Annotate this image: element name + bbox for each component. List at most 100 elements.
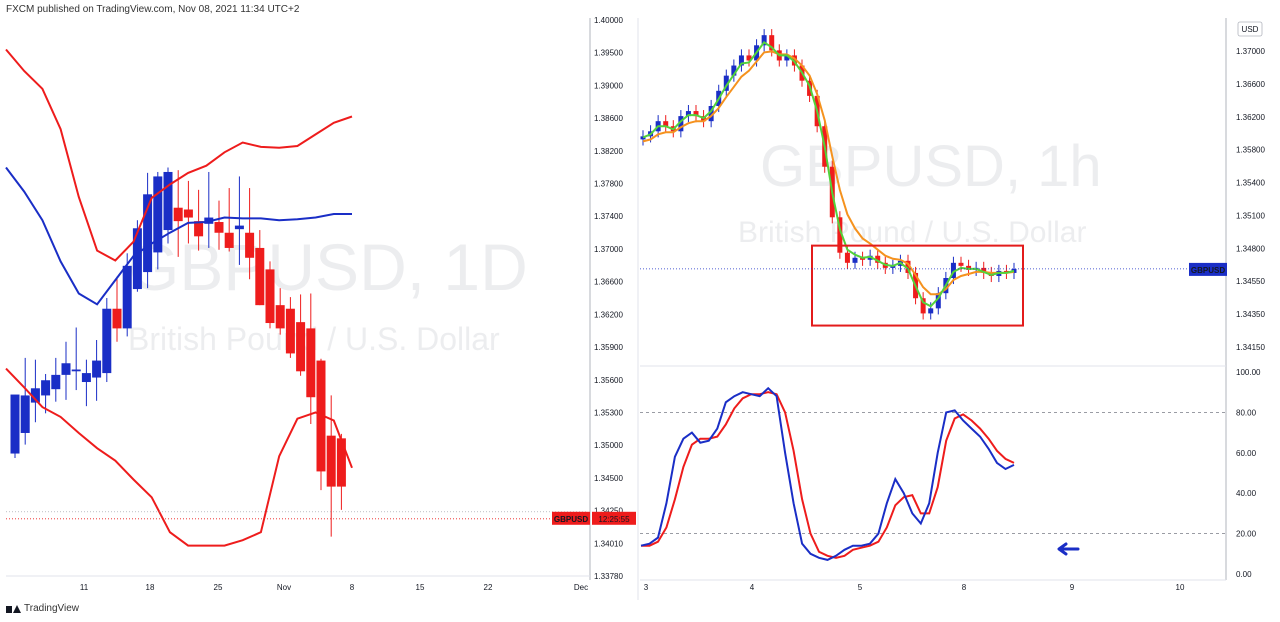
candle-body	[30, 388, 40, 403]
candle-body	[685, 111, 691, 117]
x-tick-label: 11	[80, 583, 89, 592]
y-tick-label: 1.34250	[594, 507, 623, 516]
candle-body	[163, 171, 173, 231]
candle-body	[255, 247, 265, 306]
y-tick-label: 1.34350	[1236, 310, 1265, 319]
candle-body	[265, 269, 275, 324]
candle-body	[746, 55, 752, 61]
x-tick-label: 5	[858, 583, 863, 592]
candle-body	[784, 55, 790, 61]
price-label-symbol: GBPUSD	[1191, 266, 1225, 275]
x-tick-label: 22	[484, 583, 493, 592]
candle-body	[950, 262, 956, 278]
y-tick-label: 1.35100	[1236, 211, 1265, 220]
y-tick-label: 1.35600	[594, 376, 623, 385]
candle-body	[81, 373, 91, 383]
y-tick-label: 1.35300	[594, 408, 623, 417]
y-tick-label: 1.33780	[594, 572, 623, 581]
footer-brand: TradingView	[24, 603, 80, 614]
y-tick-label: 1.34550	[1236, 277, 1265, 286]
candle-body	[275, 305, 285, 329]
candle-body	[723, 75, 729, 91]
candle-body	[102, 308, 112, 374]
candle-body	[731, 65, 737, 76]
consolidation-box	[811, 244, 1024, 327]
y-tick-label: 1.37400	[594, 212, 623, 221]
candle-body	[837, 217, 843, 253]
y-tick-label: 1.34150	[1236, 343, 1265, 352]
candle-body	[708, 106, 714, 122]
candle-body	[10, 394, 20, 454]
currency-badge	[1237, 21, 1263, 37]
price-label-countdown-bg	[592, 511, 636, 525]
candle-body	[693, 111, 699, 117]
candle-body	[245, 232, 255, 258]
price-label-symbol: GBPUSD	[554, 515, 588, 524]
stoch-y-tick-label: 80.00	[1236, 408, 1257, 417]
x-tick-label: 10	[1176, 583, 1185, 592]
watermark-symbol-timeframe: GBPUSD, 1D	[128, 230, 528, 304]
y-tick-label: 1.35400	[1236, 179, 1265, 188]
y-tick-label: 1.40000	[594, 16, 623, 25]
x-tick-label: 15	[416, 583, 425, 592]
candle-body	[928, 308, 934, 314]
candle-body	[71, 369, 81, 372]
stoch-y-tick-label: 40.00	[1236, 489, 1257, 498]
candle-body	[306, 328, 316, 398]
x-tick-label: 9	[1070, 583, 1075, 592]
candle-body	[132, 228, 142, 290]
candle-body	[224, 232, 234, 248]
candle-body	[326, 435, 336, 487]
candle-body	[769, 35, 775, 51]
ema-slow-line	[642, 50, 1015, 296]
candle-body	[285, 308, 295, 354]
x-tick-label: 25	[214, 583, 223, 592]
candle-body	[296, 322, 306, 372]
price-label-countdown: 12:25:55	[598, 515, 630, 524]
y-tick-label: 1.37000	[594, 245, 623, 254]
stoch-y-tick-label: 100.00	[1236, 368, 1261, 377]
candle-body	[663, 121, 669, 127]
y-tick-label: 1.35800	[1236, 146, 1265, 155]
bollinger-lower-line	[5, 367, 353, 547]
candle-body	[214, 222, 224, 233]
candle-body	[112, 308, 122, 329]
x-tick-label: 8	[350, 583, 355, 592]
y-tick-label: 1.37000	[1236, 47, 1265, 56]
y-tick-label: 1.36600	[1236, 80, 1265, 89]
y-tick-label: 1.34500	[594, 474, 623, 483]
candle-body	[234, 225, 244, 230]
y-tick-label: 1.34800	[1236, 244, 1265, 253]
x-tick-label: 18	[146, 583, 155, 592]
stoch-y-tick-label: 60.00	[1236, 449, 1257, 458]
price-label-bg	[1189, 262, 1227, 276]
candle-body	[875, 255, 881, 263]
y-tick-label: 1.36600	[594, 278, 623, 287]
candle-body	[51, 374, 61, 390]
candle-body	[122, 265, 132, 329]
candle-body	[20, 395, 30, 433]
x-tick-label: Dec	[574, 583, 588, 592]
ema-fast-line	[642, 40, 1015, 308]
y-tick-label: 1.39500	[594, 49, 623, 58]
candle-body	[640, 136, 646, 140]
candle-body	[173, 207, 183, 222]
arrow-annotation-icon	[1057, 542, 1080, 556]
watermark-description: British Pound / U.S. Dollar	[738, 216, 1086, 249]
candle-body	[981, 267, 987, 273]
candle-body	[844, 252, 850, 263]
stoch-d-line	[641, 391, 1015, 559]
candle-body	[678, 116, 684, 132]
bollinger-basis-line	[5, 166, 352, 306]
candle-body	[143, 194, 153, 273]
candle-body	[852, 257, 858, 263]
candle-body	[41, 380, 51, 396]
currency-label: USD	[1242, 25, 1259, 34]
candle-body	[194, 221, 204, 237]
y-tick-label: 1.39000	[594, 81, 623, 90]
price-label-symbol-bg	[552, 511, 590, 525]
candle-body	[958, 262, 964, 266]
candle-body	[761, 35, 767, 46]
candle-body	[183, 209, 193, 218]
